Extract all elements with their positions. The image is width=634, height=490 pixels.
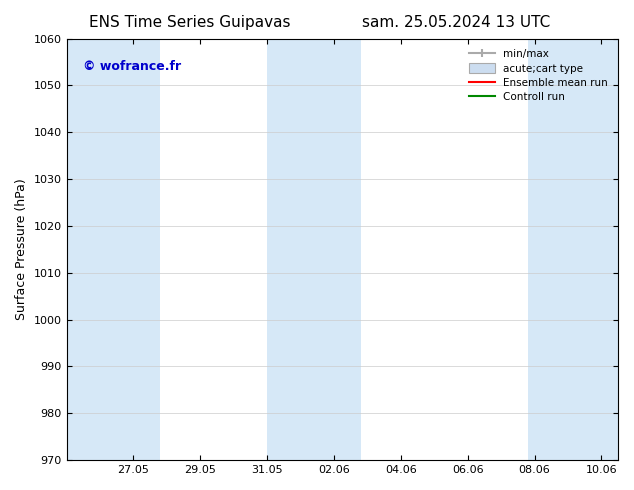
Text: ENS Time Series Guipavas: ENS Time Series Guipavas	[89, 15, 291, 30]
Text: © wofrance.fr: © wofrance.fr	[83, 60, 181, 73]
Bar	[267, 39, 361, 460]
Bar	[67, 39, 160, 460]
Legend: min/max, acute;cart type, Ensemble mean run, Controll run: min/max, acute;cart type, Ensemble mean …	[463, 44, 613, 108]
Y-axis label: Surface Pressure (hPa): Surface Pressure (hPa)	[15, 178, 28, 320]
Text: sam. 25.05.2024 13 UTC: sam. 25.05.2024 13 UTC	[363, 15, 550, 30]
Bar	[528, 39, 618, 460]
